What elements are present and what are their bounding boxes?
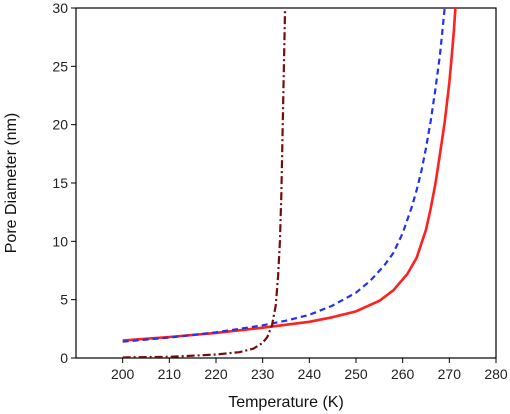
x-tick-label: 240 [298, 366, 322, 382]
x-tick-label: 260 [391, 366, 415, 382]
x-tick-label: 250 [344, 366, 368, 382]
series-line-dashdot [122, 8, 287, 358]
y-tick-label: 10 [52, 233, 68, 249]
series-line-dashed [122, 8, 446, 343]
plot-frame [75, 7, 497, 359]
y-tick-label: 20 [52, 117, 68, 133]
y-tick-label: 25 [52, 58, 68, 74]
x-tick-label: 200 [111, 366, 135, 382]
x-tick-label: 220 [204, 366, 228, 382]
y-axis-title: Pore Diameter (nm) [3, 113, 20, 253]
ticks-layer: 200 210 220 230 240 250 260 270 280 0 5 10 15 20 25 30 [52, 0, 507, 382]
y-tick-label: 0 [60, 350, 68, 366]
x-tick-label: 210 [158, 366, 182, 382]
series-line-solid [122, 8, 457, 342]
series-layer [122, 8, 457, 358]
x-axis-title: Temperature (K) [228, 394, 344, 411]
y-tick-label: 15 [52, 175, 68, 191]
x-tick-label: 230 [251, 366, 275, 382]
y-tick-label: 30 [52, 0, 68, 16]
x-tick-label: 280 [484, 366, 508, 382]
x-tick-label: 270 [438, 366, 462, 382]
y-tick-label: 5 [60, 292, 68, 308]
